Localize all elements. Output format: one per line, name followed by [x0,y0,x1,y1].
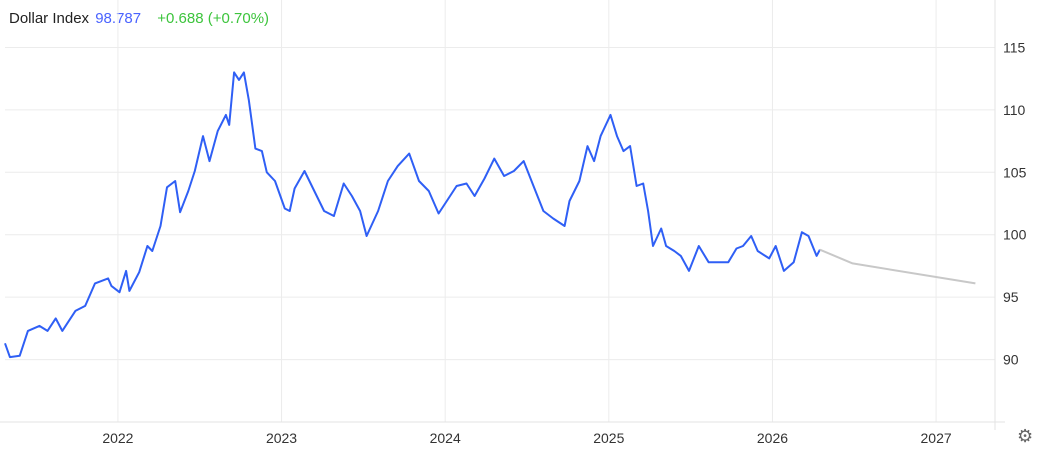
chart-header: Dollar Index 98.787 +0.688 (+0.70%) [9,10,269,27]
y-tick-label: 95 [1003,289,1019,305]
y-tick-label: 100 [1003,227,1027,243]
y-tick-label: 110 [1003,102,1026,118]
price-change: +0.688 (+0.70%) [157,10,270,27]
instrument-name: Dollar Index [9,10,90,27]
gear-icon[interactable]: ⚙ [1017,426,1034,446]
x-tick-label: 2025 [593,430,624,446]
actual-series-line [4,71,821,359]
y-tick-label: 115 [1003,39,1026,55]
x-tick-label: 2023 [266,430,297,446]
y-tick-label: 90 [1003,352,1019,368]
y-tick-label: 105 [1003,164,1027,180]
x-tick-label: 2024 [430,430,461,446]
forecast-series-line [819,248,976,285]
x-tick-label: 2022 [102,430,133,446]
x-tick-label: 2026 [757,430,788,446]
x-tick-label: 2027 [921,430,952,446]
